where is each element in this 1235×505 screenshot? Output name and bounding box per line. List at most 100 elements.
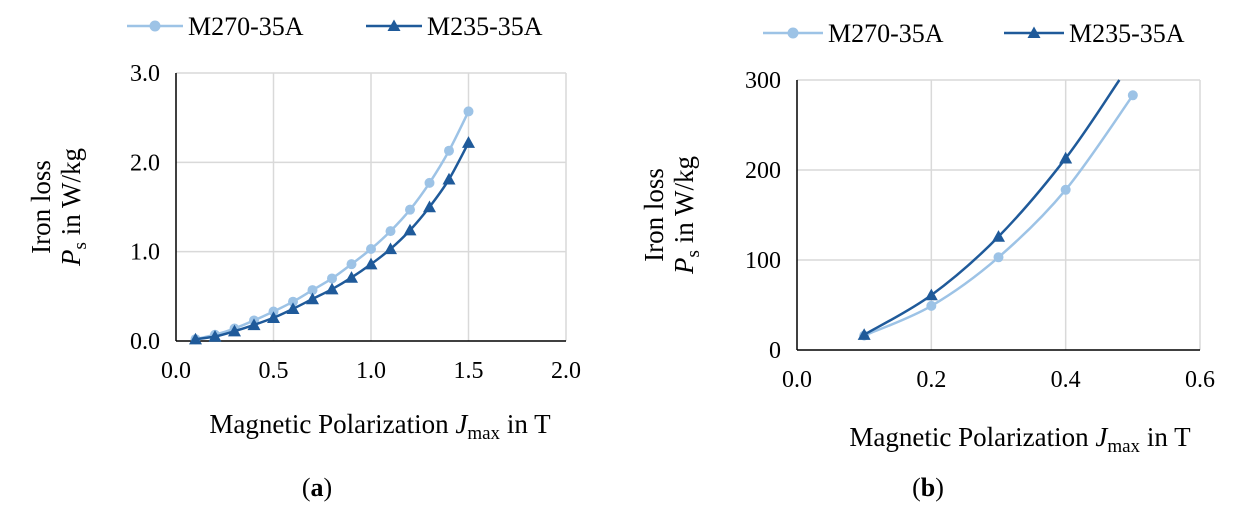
caption-a: (a): [302, 473, 332, 502]
data-point-m235-35a: [208, 330, 222, 342]
data-point-m235-35a: [857, 328, 871, 340]
axes-a: [175, 73, 566, 342]
y-axis-label-b-line1: Iron loss: [639, 168, 669, 262]
y-axis-label-a-symbol: P: [56, 249, 86, 267]
x-axis-label-a-suffix: in T: [500, 409, 551, 439]
series-line-m270-35a: [195, 110, 470, 341]
chart-a: M270-35A M235-35A 0.0 0.5 1.0 1.5 2.0 0.0 1.0 2…: [26, 12, 581, 502]
x-axis-label-a-subscript: max: [467, 423, 500, 444]
data-point-m235-35a: [462, 136, 475, 148]
data-point-m235-35a: [228, 324, 241, 337]
axes-b: [796, 80, 1200, 351]
data-point-m270-35a: [463, 106, 474, 117]
y-tick-label: 300: [745, 68, 781, 94]
y-tick-label: 100: [745, 248, 781, 274]
x-axis-label-b-suffix: in T: [1140, 422, 1191, 452]
data-point-m235-35a: [1059, 151, 1073, 164]
ticks-b: 0.0 0.2 0.4 0.6 0 100 200 300: [745, 68, 1215, 393]
y-tick-label: 200: [745, 158, 781, 184]
y-axis-label-a-line1: Iron loss: [26, 160, 56, 254]
x-axis-label-a-prefix: Magnetic Polarization: [209, 409, 455, 439]
x-tick-label: 0.5: [259, 358, 289, 384]
series-line-m270-35a: [863, 94, 1134, 337]
legend-marker-m270-a: [149, 20, 161, 32]
data-point-m235-35a: [306, 292, 319, 305]
grid-a: [176, 72, 567, 341]
data-point-m270-35a: [444, 145, 454, 156]
legend-marker-m235-a: [387, 19, 401, 31]
data-point-m235-35a: [325, 282, 339, 295]
legend-label-m235-a: M235-35A: [427, 12, 543, 41]
data-point-m235-35a: [442, 172, 456, 185]
x-tick-label: 0.4: [1051, 367, 1081, 393]
y-tick-label: 0: [769, 338, 781, 364]
data-point-m235-35a: [403, 223, 417, 236]
caption-b-letter: b: [921, 473, 935, 502]
y-axis-label-b-subscript: s: [683, 250, 704, 257]
data-point-m235-35a: [267, 311, 280, 323]
legend-item-m235-a: M235-35A: [366, 12, 543, 41]
legend-label-m270-a: M270-35A: [188, 12, 304, 41]
legend-marker-m235-b: [1027, 26, 1041, 38]
y-axis-label-b: Iron loss Ps in W/kg: [639, 156, 704, 275]
data-point-m235-35a: [247, 318, 261, 331]
y-axis-label-b-line2: Ps in W/kg: [669, 156, 704, 275]
x-axis-label-a: Magnetic Polarization Jmax in T: [209, 409, 551, 444]
x-tick-label: 0.6: [1185, 367, 1215, 393]
legend-a: M270-35A M235-35A: [127, 12, 543, 41]
y-axis-label-a: Iron loss Ps in W/kg: [26, 148, 91, 267]
data-point-m270-35a: [385, 226, 396, 237]
x-tick-label: 0.0: [782, 367, 812, 393]
y-axis-label-b-suffix: in W/kg: [669, 156, 699, 250]
data-point-m270-35a: [926, 300, 937, 311]
data-point-m270-35a: [424, 177, 435, 188]
data-point-m270-35a: [288, 296, 298, 307]
legend-b: M270-35A M235-35A: [763, 19, 1185, 48]
x-tick-label: 0.0: [161, 358, 191, 384]
data-point-m235-35a: [345, 271, 358, 283]
x-axis-label-b: Magnetic Polarization Jmax in T: [849, 422, 1191, 457]
y-axis-label-a-subscript: s: [70, 242, 91, 249]
data-point-m270-35a: [307, 285, 318, 296]
x-tick-label: 0.2: [916, 367, 946, 393]
legend-label-m235-b: M235-35A: [1069, 19, 1185, 48]
ticks-a: 0.0 0.5 1.0 1.5 2.0 0.0 1.0 2.0 3.0: [130, 61, 581, 384]
series-a: [189, 106, 475, 345]
x-tick-label: 1.5: [454, 358, 484, 384]
series-b: [857, 79, 1138, 341]
series-line-m235-35a: [195, 142, 470, 341]
x-tick-label: 1.0: [356, 358, 386, 384]
data-point-m235-35a: [423, 200, 436, 213]
data-point-m235-35a: [924, 288, 938, 301]
data-point-m235-35a: [992, 230, 1005, 242]
data-point-m270-35a: [1127, 90, 1138, 101]
y-tick-label: 0.0: [130, 329, 160, 355]
grid-b: [797, 79, 1201, 350]
legend-item-m270-a: M270-35A: [127, 12, 304, 41]
x-tick-label: 2.0: [551, 358, 581, 384]
legend-marker-m270-b: [787, 27, 799, 39]
y-axis-label-a-suffix: in W/kg: [56, 148, 86, 242]
legend-item-m235-b: M235-35A: [1004, 19, 1185, 48]
x-axis-label-a-symbol: J: [455, 409, 469, 439]
caption-b: (b): [912, 473, 944, 502]
data-point-m270-35a: [993, 252, 1004, 263]
y-tick-label: 3.0: [130, 61, 160, 87]
data-point-m235-35a: [189, 332, 202, 345]
data-point-m235-35a: [384, 242, 397, 255]
y-tick-label: 1.0: [130, 240, 160, 266]
data-point-m270-35a: [346, 259, 357, 270]
series-line-m235-35a: [863, 79, 1121, 336]
y-axis-label-a-line2: Ps in W/kg: [56, 148, 91, 267]
y-axis-label-b-symbol: P: [669, 257, 699, 275]
chart-b: M270-35A M235-35A 0.0 0.2 0.4 0.6 0 100 200 300…: [639, 19, 1215, 502]
data-point-m235-35a: [364, 257, 378, 270]
legend-item-m270-b: M270-35A: [763, 19, 944, 48]
y-tick-label: 2.0: [130, 150, 160, 176]
x-axis-label-b-subscript: max: [1107, 436, 1140, 457]
caption-a-letter: a: [311, 473, 324, 502]
data-point-m270-35a: [1060, 184, 1071, 195]
legend-label-m270-b: M270-35A: [828, 19, 944, 48]
x-axis-label-b-prefix: Magnetic Polarization: [849, 422, 1095, 452]
